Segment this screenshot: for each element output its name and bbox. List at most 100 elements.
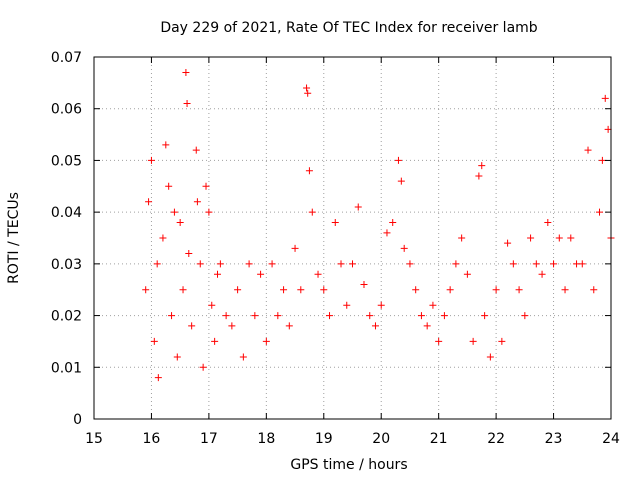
data-point [446,286,454,294]
data-point [349,260,356,268]
data-point [590,286,598,294]
data-point [308,208,316,216]
data-point [199,363,207,371]
data-point [343,301,351,309]
data-point [326,312,334,320]
data-point [397,177,405,185]
data-point [257,270,265,278]
x-tick-label: 16 [143,431,161,447]
data-point [538,270,546,278]
data-point [314,270,322,278]
data-point [170,208,178,216]
data-point [262,337,270,345]
y-axis-label: ROTI / TECUs [6,192,22,284]
x-tick-label: 19 [315,431,333,447]
data-point [478,162,486,170]
data-point [504,239,512,247]
chart-title: Day 229 of 2021, Rate Of TEC Index for r… [160,20,537,36]
data-point [550,260,558,268]
x-tick-label: 24 [602,431,620,447]
data-point [162,141,170,149]
data-point [274,312,282,320]
data-point [400,244,408,252]
x-tick-label: 20 [372,431,390,447]
axis-ticks [93,56,612,420]
data-point [463,270,471,278]
data-point [154,374,162,382]
data-point [188,322,196,330]
data-point [192,146,200,154]
data-point [222,312,230,320]
data-point [159,234,167,242]
data-point [598,156,606,164]
data-point [406,260,414,268]
data-point [429,301,437,309]
data-point [205,208,213,216]
data-point [185,250,193,258]
data-point [435,337,443,345]
y-tick-label: 0.04 [51,205,82,221]
y-tick-label: 0.07 [51,50,82,66]
data-point [412,286,420,294]
y-tick-label: 0.06 [51,102,82,118]
x-axis-label: GPS time / hours [290,457,407,473]
data-point [291,244,299,252]
data-point [245,260,253,268]
data-point [423,322,431,330]
data-point [208,301,216,309]
data-point [211,337,219,345]
data-point [142,286,150,294]
x-tick-label: 18 [257,431,275,447]
data-point [389,218,397,226]
data-point [417,312,425,320]
data-point [331,218,339,226]
x-tick-label: 21 [430,431,448,447]
data-point [475,172,483,180]
data-point [285,322,293,330]
y-tick-label: 0.03 [51,257,82,273]
data-point [337,260,345,268]
data-point [305,167,313,175]
data-point [303,84,311,92]
data-point [366,312,374,320]
data-point [202,182,210,190]
x-tick-label: 17 [200,431,218,447]
data-point [544,218,552,226]
data-point [440,312,448,320]
data-points [142,69,615,382]
data-point [596,208,604,216]
data-point [555,234,563,242]
data-point [377,301,385,309]
data-point [179,286,187,294]
data-point [383,229,391,237]
data-point [173,353,181,361]
data-point [354,203,362,211]
data-point [604,125,612,133]
data-point [251,312,259,320]
data-point [228,322,236,330]
grid-lines [94,57,611,419]
data-point [182,69,190,77]
data-point [216,260,224,268]
y-tick-label: 0.05 [51,153,82,169]
plot-frame [93,56,612,420]
data-point [234,286,242,294]
data-point [532,260,540,268]
data-point [176,218,184,226]
data-point [320,286,328,294]
data-point [371,322,379,330]
y-tick-label: 0.01 [51,360,82,376]
data-point [515,286,523,294]
data-point [492,286,500,294]
data-point [183,100,191,108]
data-point [360,281,368,289]
data-point [452,260,460,268]
data-point [486,353,494,361]
data-point [527,234,535,242]
data-point [150,337,158,345]
data-point [469,337,477,345]
data-point [498,337,506,345]
x-tick-label: 23 [545,431,563,447]
data-point [458,234,466,242]
